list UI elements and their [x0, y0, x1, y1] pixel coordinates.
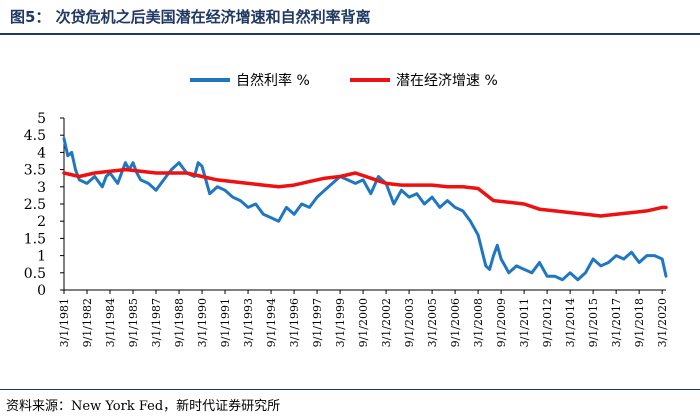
x-tick-label: 3/1/1984	[104, 298, 117, 347]
y-tick-label: 4.5	[24, 128, 46, 144]
y-tick-label: 3.5	[24, 163, 46, 179]
x-tick-label: 9/1/1985	[127, 298, 140, 347]
x-tick-label: 3/1/2020	[656, 298, 669, 347]
legend-potential-growth-label: 潜在经济增速 %	[396, 73, 498, 89]
footer-divider	[0, 389, 700, 390]
x-tick-label: 9/1/1997	[311, 298, 324, 347]
x-tick-label: 9/1/2003	[403, 298, 416, 347]
series-line-natural-rate	[62, 137, 668, 282]
series-line-potential-growth	[62, 167, 668, 218]
x-tick-label: 3/1/2002	[380, 298, 393, 347]
y-tick-label: 1.5	[24, 231, 46, 247]
x-tick-label: 3/1/2008	[472, 298, 485, 347]
x-tick-label: 3/1/1999	[334, 298, 347, 347]
x-tick-label: 9/1/1988	[173, 298, 186, 347]
y-tick-label: 1	[37, 249, 46, 265]
title-divider	[0, 33, 700, 35]
x-tick-label: 3/1/1987	[150, 298, 163, 347]
y-tick-label: 2	[37, 214, 46, 230]
x-tick-label: 9/1/1991	[219, 298, 232, 347]
x-tick-label: 3/1/2014	[564, 298, 577, 347]
x-tick-label: 9/1/2006	[449, 298, 462, 347]
x-tick-label: 9/1/1994	[265, 298, 278, 347]
source-note: 资料来源：New York Fed，新时代证券研究所	[6, 399, 281, 414]
x-tick-label: 3/1/1993	[242, 298, 255, 347]
x-tick-label: 3/1/1990	[196, 298, 209, 347]
y-tick-label: 0.5	[24, 266, 46, 282]
y-tick-label: 4	[37, 145, 46, 161]
x-tick-label: 3/1/2017	[610, 298, 623, 347]
x-tick-label: 9/1/2012	[541, 298, 554, 347]
x-tick-label: 9/1/2009	[495, 298, 508, 347]
y-tick-label: 3	[37, 180, 46, 196]
y-tick-label: 5	[37, 111, 46, 127]
y-tick-label: 0	[37, 283, 46, 299]
x-tick-label: 9/1/1982	[81, 298, 94, 347]
x-tick-label: 3/1/1996	[288, 298, 301, 347]
x-tick-label: 9/1/2018	[633, 298, 646, 347]
line-chart: 00.51 1.522.533.5 44.55 3/1/1981 9/1/1982 3/1…	[24, 72, 669, 347]
legend-natural-rate-label: 自然利率 %	[236, 72, 310, 89]
x-tick-label: 3/1/2011	[518, 298, 531, 347]
x-tick-label: 3/1/1981	[58, 298, 71, 347]
page-title: 图5： 次贷危机之后美国潜在经济增速和自然利率背离	[10, 8, 371, 26]
title-bar: 图5： 次贷危机之后美国潜在经济增速和自然利率背离	[0, 0, 700, 34]
y-tick-label: 2.5	[24, 197, 46, 213]
x-tick-label: 3/1/2005	[426, 298, 439, 347]
x-tick-label: 9/1/2015	[587, 298, 600, 347]
x-tick-label: 9/1/2000	[357, 298, 370, 347]
